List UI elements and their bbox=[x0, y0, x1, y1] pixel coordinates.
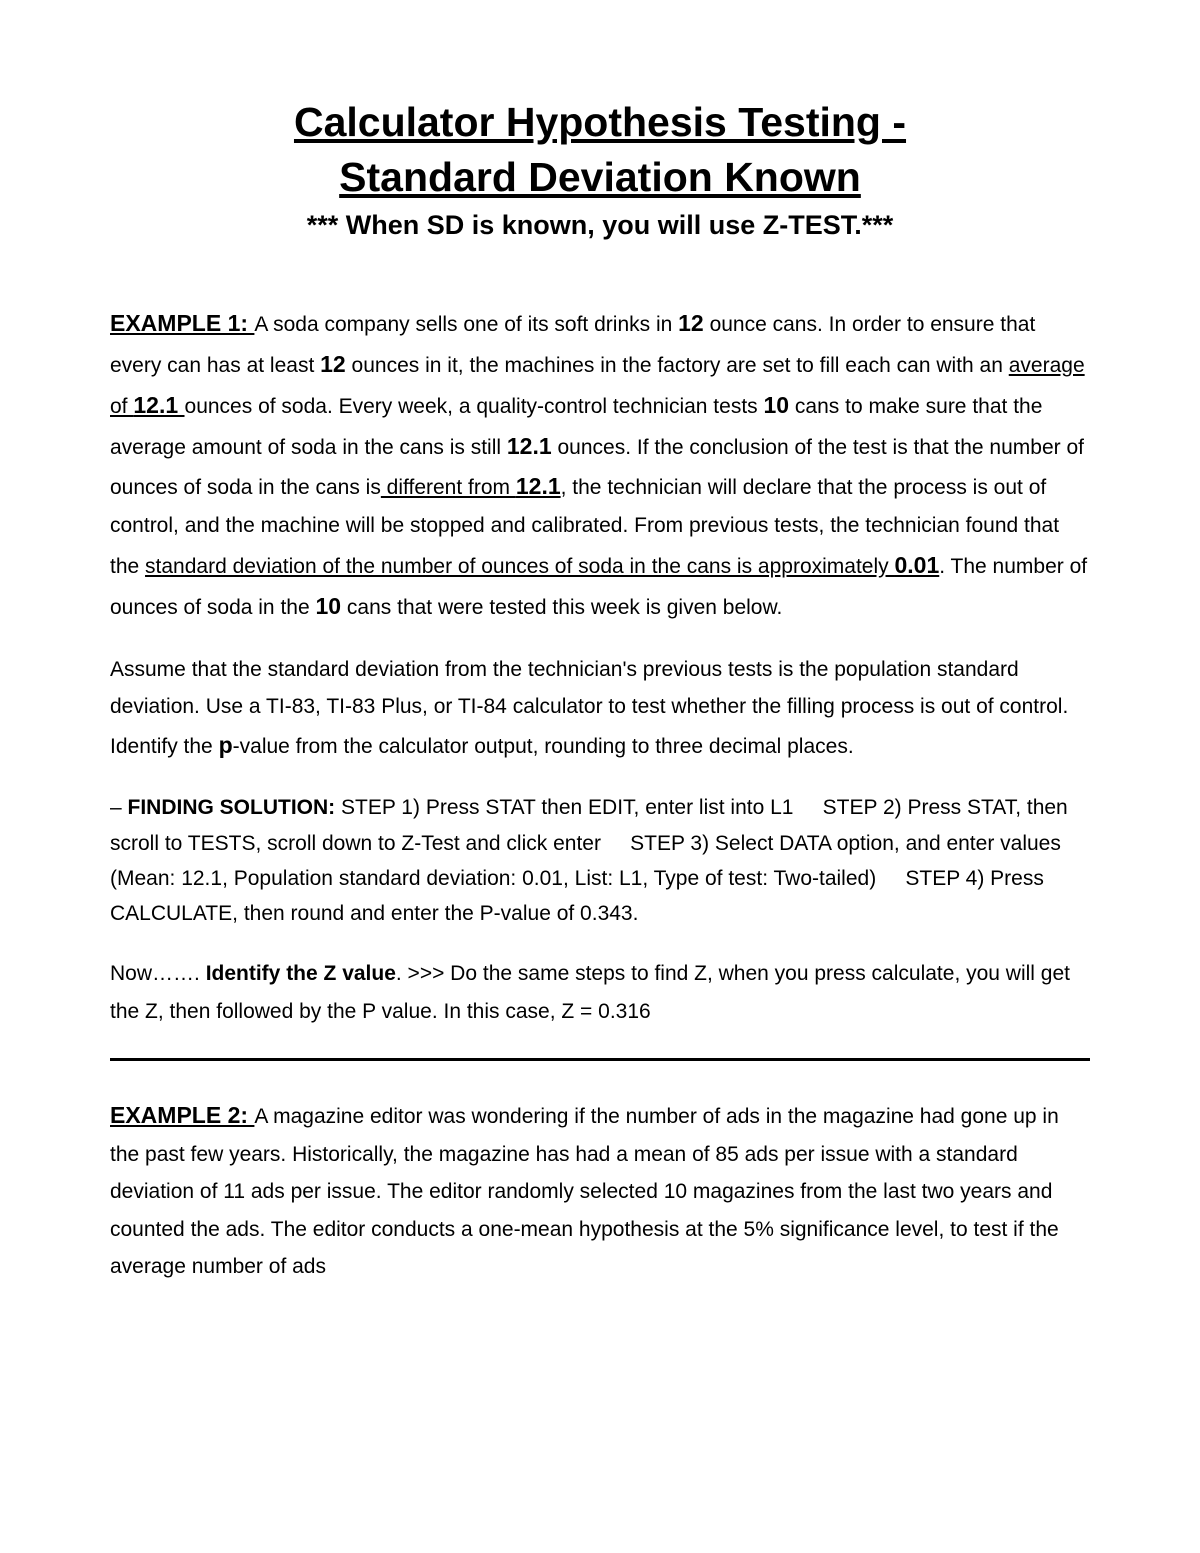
number-10: 10 bbox=[763, 392, 789, 418]
number-10: 10 bbox=[315, 593, 341, 619]
text: Now……. bbox=[110, 962, 206, 985]
text: ounces in it, the machines in the factor… bbox=[346, 354, 1009, 377]
number-12-1: 12.1 bbox=[133, 392, 184, 418]
example1-label: EXAMPLE 1: bbox=[110, 310, 254, 336]
document-page: Calculator Hypothesis Testing - Standard… bbox=[0, 0, 1200, 1553]
text: cans that were tested this week is given… bbox=[341, 596, 782, 619]
number-12: 12 bbox=[678, 310, 704, 336]
text: – bbox=[110, 796, 128, 819]
number-12: 12 bbox=[320, 351, 346, 377]
underline-different-from: different from 12.1 bbox=[381, 476, 561, 499]
finding-solution-label: FINDING SOLUTION: bbox=[128, 796, 336, 819]
example1-paragraph-1: EXAMPLE 1: A soda company sells one of i… bbox=[110, 303, 1090, 627]
example1-paragraph-2: Assume that the standard deviation from … bbox=[110, 651, 1090, 767]
title-line-1: Calculator Hypothesis Testing - bbox=[294, 99, 906, 145]
identify-z-label: Identify the Z value bbox=[206, 962, 396, 985]
text: A soda company sells one of its soft dri… bbox=[254, 313, 678, 336]
underline-sd-approx: standard deviation of the number of ounc… bbox=[145, 555, 939, 578]
text: different from bbox=[381, 476, 516, 499]
example2-paragraph-1: EXAMPLE 2: A magazine editor was wonderi… bbox=[110, 1095, 1090, 1285]
example2-label: EXAMPLE 2: bbox=[110, 1102, 254, 1128]
example1-z-value: Now……. Identify the Z value. >>> Do the … bbox=[110, 955, 1090, 1030]
number-12-1: 12.1 bbox=[507, 433, 552, 459]
text: -value from the calculator output, round… bbox=[233, 735, 854, 758]
p-letter: p bbox=[219, 732, 233, 758]
text: standard deviation of the number of ounc… bbox=[145, 555, 894, 578]
section-divider bbox=[110, 1058, 1090, 1061]
page-subtitle: *** When SD is known, you will use Z-TES… bbox=[110, 210, 1090, 241]
page-title: Calculator Hypothesis Testing - Standard… bbox=[110, 95, 1090, 206]
number-0-01: 0.01 bbox=[894, 552, 939, 578]
example1-solution: – FINDING SOLUTION: STEP 1) Press STAT t… bbox=[110, 790, 1090, 931]
text: A magazine editor was wondering if the n… bbox=[110, 1105, 1059, 1278]
number-12-1: 12.1 bbox=[516, 473, 561, 499]
text: ounces of soda. Every week, a quality-co… bbox=[185, 395, 764, 418]
title-line-2: Standard Deviation Known bbox=[339, 154, 861, 200]
